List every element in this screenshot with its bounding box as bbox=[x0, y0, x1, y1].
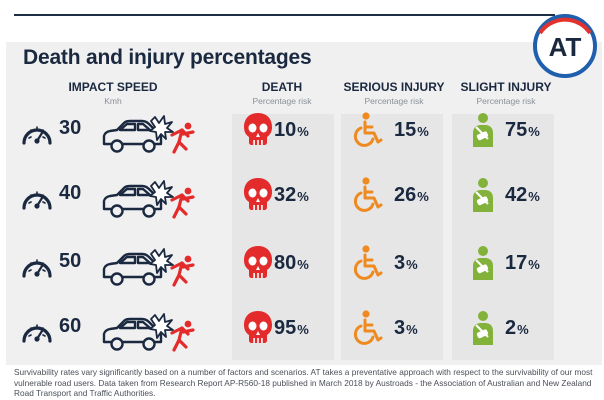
skull-icon bbox=[244, 246, 272, 278]
speedometer-icon bbox=[22, 191, 52, 210]
car-crash-icon bbox=[102, 180, 195, 219]
death-percentage: 10% bbox=[274, 119, 309, 141]
wheelchair-icon bbox=[353, 310, 383, 345]
logo-text: AT bbox=[549, 32, 582, 62]
impact-speed-header: IMPACT SPEED bbox=[68, 80, 158, 94]
impact-speed-value: 30 bbox=[59, 117, 82, 139]
wheelchair-icon bbox=[353, 112, 383, 147]
arm-sling-icon bbox=[473, 113, 493, 147]
slight-injury-percentage: 17% bbox=[505, 252, 540, 274]
car-crash-icon bbox=[102, 115, 195, 154]
skull-icon bbox=[244, 113, 272, 145]
serious-injury-subheader: Percentage risk bbox=[364, 96, 424, 106]
death-header: DEATH bbox=[261, 80, 303, 94]
slight-column-band bbox=[452, 114, 554, 360]
impact-speed-value: 60 bbox=[59, 315, 82, 337]
page-title: Death and injury percentages bbox=[23, 46, 312, 69]
at-logo: AT bbox=[533, 14, 597, 78]
death-percentage: 95% bbox=[274, 317, 309, 339]
slight-injury-subheader: Percentage risk bbox=[476, 96, 536, 106]
serious-injury-percentage: 3% bbox=[394, 317, 418, 339]
wheelchair-icon bbox=[353, 177, 383, 212]
speedometer-icon bbox=[22, 259, 52, 278]
slight-injury-percentage: 42% bbox=[505, 184, 540, 206]
impact-speed-value: 50 bbox=[59, 250, 82, 272]
slight-injury-percentage: 75% bbox=[505, 119, 540, 141]
serious-injury-percentage: 15% bbox=[394, 119, 429, 141]
impact-speed-unit: Kmh bbox=[104, 96, 122, 106]
serious-injury-percentage: 26% bbox=[394, 184, 429, 206]
car-crash-icon bbox=[102, 248, 195, 287]
table-row: 50 80% 3% bbox=[0, 238, 604, 298]
table-row: 60 95% 3% bbox=[0, 303, 604, 363]
wheelchair-icon bbox=[353, 245, 383, 280]
table-row: 30 10% 15% bbox=[0, 105, 604, 165]
footnote: Survivability rates vary significantly b… bbox=[14, 367, 593, 399]
serious-injury-percentage: 3% bbox=[394, 252, 418, 274]
car-crash-icon bbox=[102, 313, 195, 352]
header-rule bbox=[14, 14, 555, 16]
arm-sling-icon bbox=[473, 178, 493, 212]
skull-icon bbox=[244, 311, 272, 343]
death-subheader: Percentage risk bbox=[252, 96, 312, 106]
serious-injury-header: SERIOUS INJURY bbox=[343, 80, 445, 94]
table-row: 40 32% 26% bbox=[0, 170, 604, 230]
death-percentage: 32% bbox=[274, 184, 309, 206]
impact-speed-value: 40 bbox=[59, 182, 82, 204]
speedometer-icon bbox=[22, 324, 52, 343]
death-percentage: 80% bbox=[274, 252, 309, 274]
slight-injury-header: SLIGHT INJURY bbox=[460, 80, 552, 94]
slight-injury-percentage: 2% bbox=[505, 317, 529, 339]
serious-column-band bbox=[341, 114, 443, 360]
skull-icon bbox=[244, 178, 272, 210]
arm-sling-icon bbox=[473, 246, 493, 280]
speedometer-icon bbox=[22, 126, 52, 145]
arm-sling-icon bbox=[473, 311, 493, 345]
